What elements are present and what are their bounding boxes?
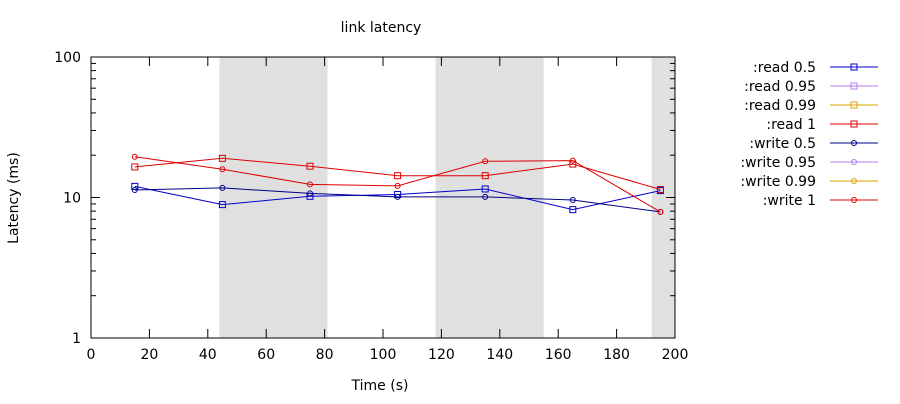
x-tick-label: 200 bbox=[662, 347, 689, 363]
data-point bbox=[394, 191, 402, 199]
shaded-bands bbox=[219, 57, 675, 338]
data-point bbox=[482, 193, 489, 200]
x-tick-label: 180 bbox=[603, 347, 630, 363]
legend-marker bbox=[850, 120, 858, 128]
legend-item: :write 0.99 bbox=[740, 174, 878, 190]
legend-marker bbox=[850, 63, 858, 71]
shaded-band bbox=[219, 57, 328, 338]
legend-marker bbox=[850, 82, 858, 90]
legend-marker bbox=[851, 178, 857, 184]
legend-marker bbox=[850, 101, 858, 109]
legend-label: :write 1 bbox=[763, 193, 816, 209]
legend-label: :read 0.95 bbox=[744, 79, 816, 95]
data-point bbox=[569, 206, 577, 214]
data-point bbox=[656, 186, 664, 194]
legend-label: :write 0.99 bbox=[740, 174, 816, 190]
legend-label: :read 0.5 bbox=[753, 60, 816, 76]
data-point bbox=[481, 185, 489, 193]
y-tick-label: 10 bbox=[63, 191, 81, 207]
data-point bbox=[219, 184, 226, 191]
x-tick-label: 20 bbox=[140, 347, 158, 363]
legend-marker bbox=[851, 197, 857, 203]
data-point bbox=[131, 153, 138, 160]
data-point bbox=[131, 182, 139, 190]
y-axis-label: Latency (ms) bbox=[6, 152, 22, 244]
legend-item: :write 0.5 bbox=[749, 136, 878, 152]
series-write-1 bbox=[131, 153, 664, 215]
legend-label: :write 0.5 bbox=[749, 136, 816, 152]
series-line bbox=[134, 157, 661, 190]
data-point bbox=[482, 158, 489, 165]
legend-item: :write 0.95 bbox=[740, 155, 878, 171]
chart-title: link latency bbox=[341, 20, 422, 36]
legend-item: :read 1 bbox=[766, 117, 878, 133]
x-tick-label: 60 bbox=[257, 347, 275, 363]
series-line bbox=[134, 187, 661, 213]
series-write-0-5 bbox=[131, 184, 664, 215]
y-tick-label: 100 bbox=[54, 50, 81, 66]
data-point bbox=[569, 157, 576, 164]
data-point bbox=[569, 196, 576, 203]
legend-label: :read 0.99 bbox=[744, 98, 816, 114]
data-point bbox=[131, 187, 138, 194]
series-line bbox=[134, 156, 661, 213]
x-tick-label: 140 bbox=[486, 347, 513, 363]
series-read-1 bbox=[131, 154, 664, 194]
legend-item: :read 0.5 bbox=[753, 60, 878, 76]
x-tick-label: 40 bbox=[199, 347, 217, 363]
data-point bbox=[657, 208, 664, 215]
data-point bbox=[307, 181, 313, 188]
data-point bbox=[219, 166, 226, 173]
data-point bbox=[218, 201, 226, 209]
legend: :read 0.5 :read 0.95 :read 0.99 :read 1 :wri… bbox=[740, 60, 878, 209]
y-axis: 1 10 100 bbox=[54, 50, 675, 347]
x-tick-label: 80 bbox=[316, 347, 334, 363]
data-point bbox=[394, 193, 401, 200]
x-axis: 0 20 40 60 80 100 120 140 160 180 200 bbox=[87, 57, 689, 363]
plot-border bbox=[90, 56, 676, 339]
legend-marker bbox=[851, 159, 857, 165]
y-tick-label: 1 bbox=[72, 331, 81, 347]
series-layer bbox=[131, 153, 664, 215]
legend-marker bbox=[851, 140, 857, 146]
legend-item: :read 0.99 bbox=[744, 98, 878, 114]
legend-item: :write 1 bbox=[763, 193, 878, 209]
x-tick-label: 120 bbox=[428, 347, 455, 363]
x-tick-label: 100 bbox=[370, 347, 397, 363]
data-point bbox=[394, 182, 401, 189]
shaded-band bbox=[651, 57, 675, 338]
data-point bbox=[394, 172, 402, 180]
legend-label: :write 0.95 bbox=[740, 155, 816, 171]
legend-item: :read 0.95 bbox=[744, 79, 878, 95]
data-point bbox=[131, 163, 139, 171]
data-point bbox=[481, 172, 489, 180]
x-tick-label: 0 bbox=[87, 347, 96, 363]
data-point bbox=[307, 190, 313, 197]
x-tick-label: 160 bbox=[545, 347, 572, 363]
x-axis-label: Time (s) bbox=[351, 378, 409, 394]
data-point bbox=[306, 162, 314, 170]
plot-frame bbox=[90, 56, 676, 339]
legend-label: :read 1 bbox=[766, 117, 816, 133]
data-point bbox=[218, 154, 226, 162]
